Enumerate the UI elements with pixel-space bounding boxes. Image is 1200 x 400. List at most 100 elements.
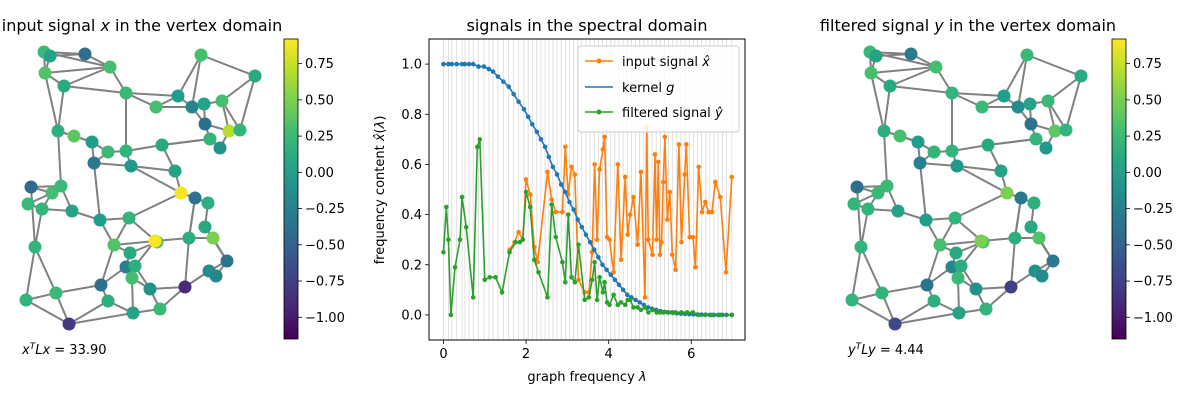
graph-node — [1004, 280, 1018, 294]
graph-node — [997, 89, 1011, 103]
graph-edge — [987, 138, 1037, 146]
data-point — [696, 164, 702, 170]
graph-node — [954, 259, 968, 273]
graph-node — [222, 124, 236, 138]
data-point — [709, 312, 715, 318]
graph-edge — [856, 186, 862, 248]
graph-node — [951, 271, 965, 285]
x-tick-label: 0 — [439, 347, 447, 362]
data-point — [673, 310, 678, 315]
y-tick-label: 0.0 — [401, 308, 422, 323]
graph-node — [143, 282, 157, 296]
data-point — [441, 61, 446, 67]
y-axis-label: frequency content x̂(λ) — [373, 116, 388, 265]
graph-node — [1024, 117, 1038, 131]
graph-node — [904, 47, 918, 61]
graph-node — [920, 278, 934, 292]
data-point — [571, 207, 576, 212]
graph-edge — [100, 244, 115, 286]
graph-node — [213, 141, 227, 155]
graph-node — [994, 164, 1008, 178]
graph-node — [880, 179, 894, 193]
data-point — [669, 252, 675, 258]
filtered-signal-graph-panel: filtered signal y in the vertex domain y… — [820, 16, 1116, 358]
graph-node — [919, 213, 933, 227]
graph-node — [220, 254, 234, 268]
data-point — [652, 152, 658, 157]
data-point — [638, 307, 644, 313]
data-point — [622, 302, 628, 308]
graph-node — [845, 293, 859, 307]
data-point — [527, 204, 533, 210]
graph-node — [51, 124, 65, 138]
graph-edge — [883, 85, 891, 132]
data-point — [516, 99, 521, 105]
data-point — [615, 302, 621, 308]
data-point — [600, 290, 606, 295]
graph-node — [122, 211, 136, 225]
graph-node — [54, 179, 68, 193]
data-point — [481, 64, 487, 69]
data-point — [516, 229, 521, 235]
left-panel-title: input signal x in the vertex domain — [2, 16, 282, 35]
graph-node — [198, 117, 212, 131]
data-point — [712, 179, 718, 185]
graph-edge — [200, 54, 256, 77]
graph-edge — [1065, 75, 1082, 131]
data-point — [611, 292, 616, 298]
graph-edge — [926, 244, 941, 286]
colorbar-tick-label: −0.25 — [1133, 202, 1173, 217]
data-point — [618, 257, 624, 263]
data-point — [607, 302, 612, 308]
data-point — [608, 272, 614, 278]
data-point — [462, 61, 468, 67]
input-signal-graph-panel: input signal x in the vertex domain xTLx… — [2, 16, 282, 358]
graph-node — [38, 66, 52, 80]
data-point — [553, 209, 559, 215]
graph-edge — [870, 66, 937, 74]
data-point — [535, 259, 540, 265]
graph-node — [945, 86, 959, 100]
data-point — [682, 172, 687, 177]
graph-node — [78, 47, 92, 61]
data-point — [532, 257, 537, 263]
data-point — [659, 239, 664, 245]
graph-node — [182, 231, 196, 245]
data-point — [536, 269, 541, 275]
graph-node — [1000, 186, 1014, 200]
data-point — [563, 144, 568, 150]
graph-node — [87, 156, 101, 170]
colorbar-tick-label: −0.75 — [305, 275, 345, 290]
data-point — [511, 91, 516, 97]
graph-node — [869, 49, 883, 63]
x-tick-label: 6 — [687, 347, 695, 362]
graph-node — [969, 282, 983, 296]
middle-panel-title: signals in the spectral domain — [466, 16, 707, 35]
data-point — [624, 292, 630, 298]
graph-node — [1029, 132, 1043, 146]
data-point — [582, 297, 588, 303]
data-point — [586, 295, 592, 300]
graph-edge — [1030, 226, 1054, 262]
graph-node — [57, 79, 71, 93]
data-point — [550, 164, 556, 170]
graph-node — [950, 159, 964, 173]
graph-edge — [191, 54, 202, 108]
colorbar-tick-label: −0.25 — [305, 202, 345, 217]
graph-edge — [956, 165, 1008, 194]
data-point — [470, 295, 476, 300]
right-energy-annotation: yTLy = 4.44 — [847, 342, 924, 358]
data-point — [669, 310, 675, 315]
graph-node — [891, 204, 905, 218]
data-point — [665, 310, 670, 315]
data-point — [703, 312, 708, 318]
graph-node — [67, 129, 81, 143]
data-point — [554, 172, 560, 177]
graph-node — [201, 196, 215, 210]
graph-node — [19, 293, 33, 307]
graph-edge — [30, 186, 36, 248]
graph-node — [148, 234, 162, 248]
data-point — [565, 212, 571, 217]
